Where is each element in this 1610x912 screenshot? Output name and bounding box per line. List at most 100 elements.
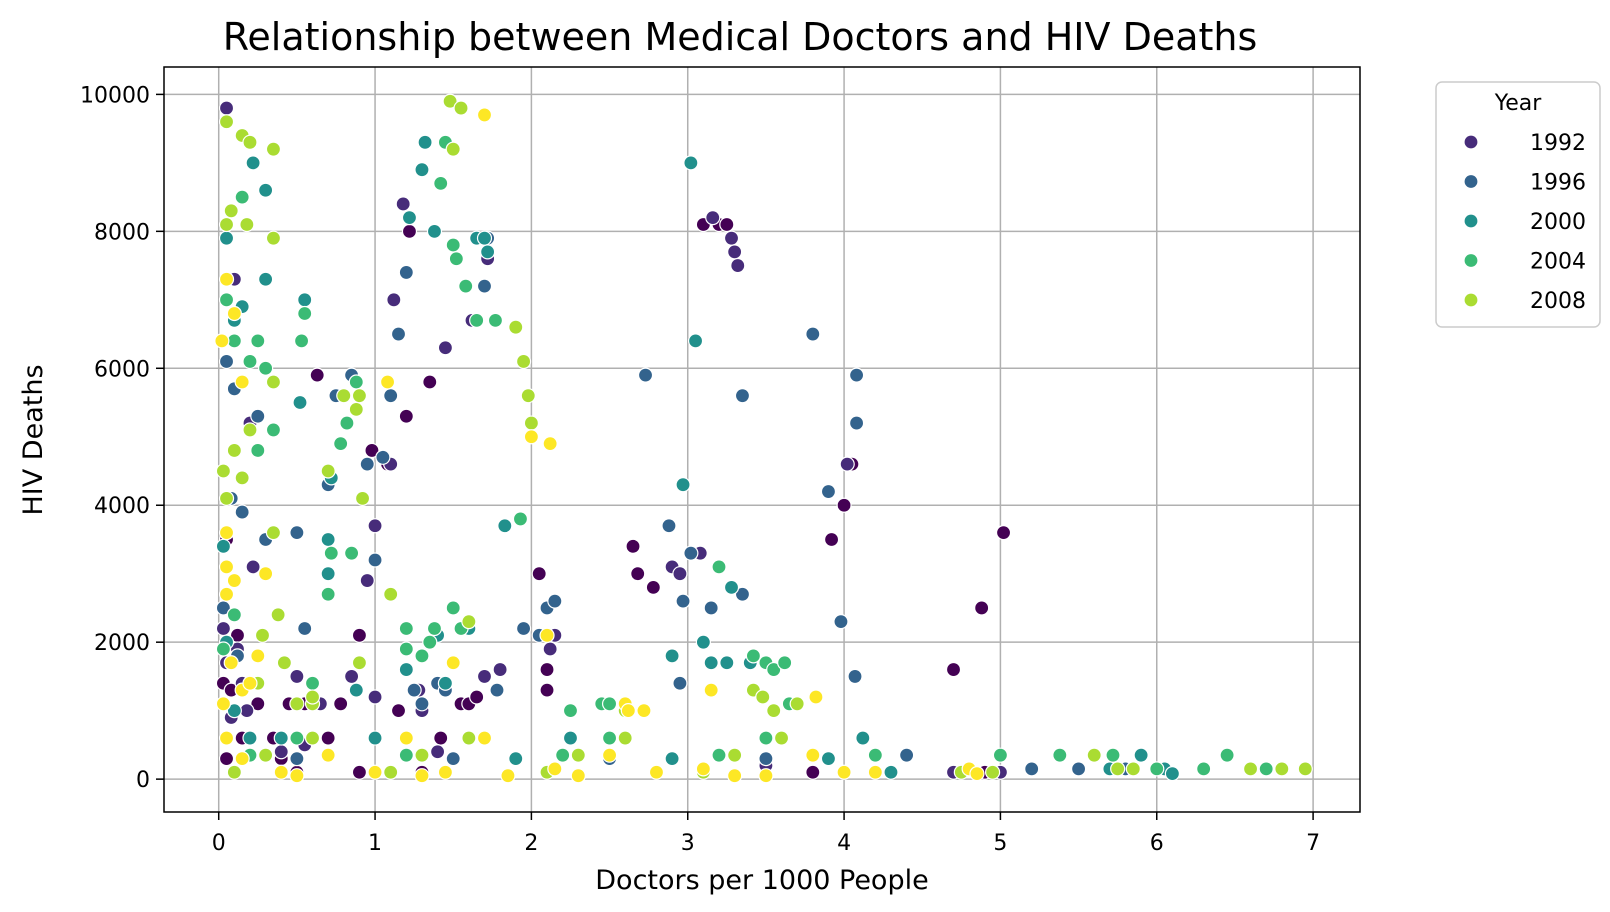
- data-point-2010: [445, 655, 461, 671]
- data-point-2010: [703, 682, 719, 698]
- x-tick-label: 0: [212, 831, 226, 856]
- data-point-2004: [323, 545, 339, 561]
- y-tick-label: 6000: [94, 357, 150, 382]
- data-point-2004: [766, 661, 782, 678]
- data-point-1990: [351, 764, 368, 780]
- legend-marker: [1463, 173, 1479, 190]
- x-tick-label: 5: [993, 831, 1007, 856]
- data-point-2010: [867, 764, 883, 780]
- data-point-2008: [254, 627, 271, 643]
- data-point-2010: [367, 764, 383, 780]
- data-point-2008: [461, 614, 477, 630]
- data-point-1996: [367, 552, 383, 568]
- data-point-1990: [539, 682, 555, 698]
- data-point-2008: [508, 319, 524, 335]
- data-point-1990: [531, 566, 547, 582]
- x-tick-label: 3: [681, 831, 695, 856]
- data-point-2000: [215, 538, 232, 554]
- data-point-2010: [234, 750, 250, 767]
- legend-label: 2008: [1530, 289, 1586, 314]
- data-point-2004: [289, 730, 305, 746]
- data-point-2008: [218, 114, 235, 130]
- data-point-2008: [445, 141, 461, 157]
- data-point-2010: [695, 761, 711, 777]
- data-point-2008: [755, 689, 771, 705]
- data-point-2004: [226, 333, 242, 349]
- data-point-1996: [637, 367, 654, 383]
- data-point-2000: [320, 531, 336, 548]
- data-point-1992: [705, 210, 721, 226]
- data-point-2000: [414, 162, 430, 178]
- plot-frame: [163, 66, 1361, 813]
- y-tick-label: 4000: [94, 494, 150, 519]
- data-point-2008: [773, 730, 790, 746]
- data-point-1990: [250, 696, 266, 712]
- data-point-1990: [218, 750, 235, 767]
- data-point-1990: [630, 566, 646, 582]
- data-point-1996: [734, 586, 751, 602]
- data-point-1996: [833, 614, 849, 630]
- data-point-2004: [711, 559, 727, 575]
- data-point-2004: [758, 730, 774, 746]
- data-point-2010: [570, 768, 586, 784]
- data-point-2010: [320, 747, 336, 763]
- data-point-2008: [336, 388, 352, 404]
- y-tick-label: 8000: [94, 220, 150, 245]
- data-point-2010: [836, 764, 852, 780]
- data-point-1992: [429, 744, 446, 760]
- data-point-2008: [289, 696, 305, 712]
- data-point-2010: [476, 730, 493, 746]
- legend-label: 1992: [1530, 131, 1586, 156]
- data-point-1990: [469, 689, 485, 705]
- data-point-2010: [214, 333, 230, 349]
- data-point-1992: [839, 456, 855, 472]
- data-point-2008: [242, 134, 258, 150]
- data-point-2008: [215, 463, 232, 479]
- data-point-2008: [304, 730, 321, 746]
- x-axis-ticks: 0 1 2 3 4 5 6 7: [212, 812, 1320, 856]
- data-point-2000: [245, 155, 261, 171]
- data-point-2010: [805, 747, 821, 763]
- data-point-2004: [445, 237, 461, 253]
- data-point-2008: [442, 93, 458, 109]
- data-point-1992: [215, 620, 232, 637]
- data-point-2008: [789, 696, 805, 712]
- data-point-2000: [1164, 766, 1180, 782]
- data-point-1990: [805, 764, 821, 780]
- data-point-2010: [379, 374, 396, 390]
- data-point-2004: [867, 747, 883, 763]
- data-point-2004: [469, 312, 485, 328]
- data-point-2000: [226, 703, 242, 719]
- legend-marker: [1463, 213, 1479, 229]
- data-point-1990: [433, 730, 449, 746]
- data-point-1990: [974, 600, 990, 616]
- data-point-2008: [265, 374, 282, 390]
- data-point-2010: [242, 675, 258, 691]
- data-point-2008: [265, 525, 282, 541]
- data-point-2000: [719, 655, 735, 671]
- y-tick-label: 10000: [80, 83, 150, 108]
- data-point-1996: [489, 682, 505, 698]
- data-point-2010: [234, 374, 250, 390]
- data-point-2004: [1149, 761, 1165, 777]
- data-point-1996: [476, 278, 493, 294]
- data-point-2008: [1274, 761, 1290, 777]
- data-point-2010: [727, 768, 743, 784]
- data-point-2004: [250, 333, 266, 349]
- data-point-2010: [258, 566, 274, 582]
- data-point-2010: [218, 525, 235, 541]
- y-axis-ticks: 0 2000 4000 6000 8000 10000: [80, 83, 164, 793]
- data-point-2000: [675, 477, 691, 493]
- data-point-1996: [359, 456, 375, 472]
- data-point-2000: [426, 223, 443, 239]
- data-point-2004: [234, 189, 250, 205]
- data-point-2010: [547, 761, 563, 777]
- data-point-2008: [1297, 761, 1313, 777]
- data-point-1996: [661, 518, 677, 534]
- data-point-2010: [223, 655, 239, 671]
- data-point-2008: [304, 689, 321, 705]
- data-point-2004: [265, 422, 282, 438]
- data-point-2004: [777, 655, 793, 671]
- data-point-2004: [297, 305, 313, 322]
- data-point-2008: [223, 203, 239, 219]
